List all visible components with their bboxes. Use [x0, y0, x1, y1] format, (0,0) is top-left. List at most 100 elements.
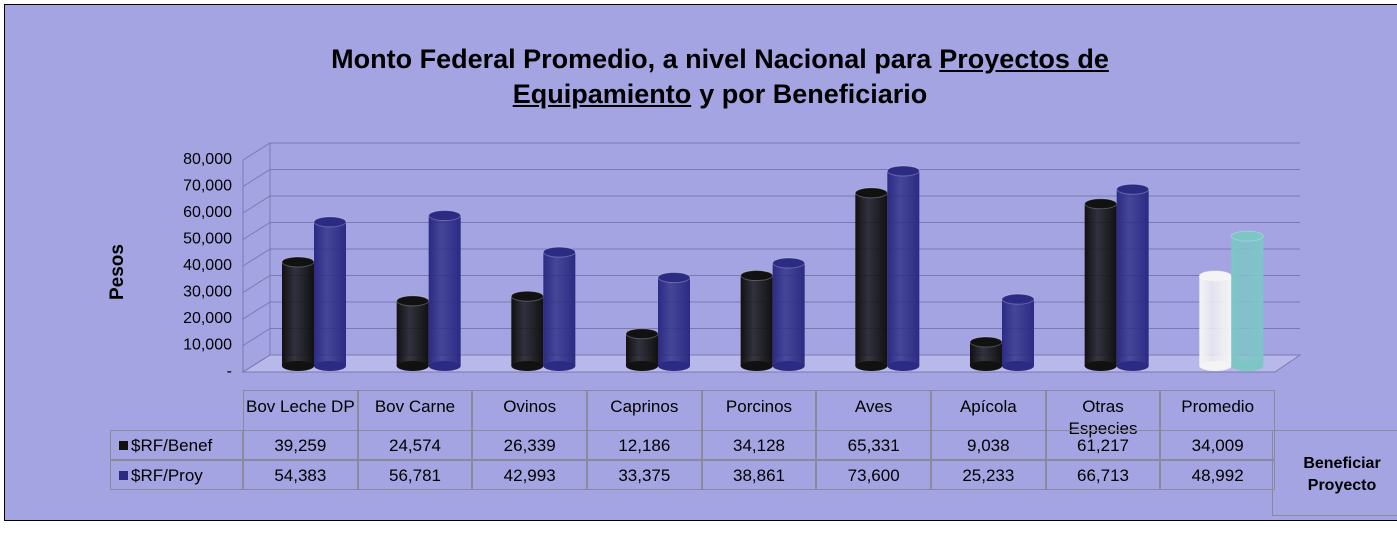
y-tick-label: 50,000: [183, 231, 232, 248]
value-label: 9,038: [931, 430, 1046, 460]
category-label: Bov Carne: [357, 390, 473, 430]
title-text: y por Beneficiario: [699, 79, 928, 109]
bar: [314, 221, 346, 366]
bar: [282, 261, 314, 366]
value-label: 66,713: [1045, 460, 1161, 490]
legend-entry: $RF/Proy: [110, 460, 243, 490]
legend-entry: $RF/Benef: [110, 430, 243, 460]
grid-line: [242, 275, 1300, 293]
y-tick-label: 70,000: [183, 178, 232, 195]
value-label: 39,259: [243, 430, 358, 460]
grid-line: [242, 301, 1300, 320]
y-tick-label: 60,000: [183, 204, 232, 221]
title-line: Equipamiento y por Beneficiario: [240, 77, 1200, 112]
value-label: 54,383: [243, 460, 358, 490]
bar-cap: [740, 270, 774, 282]
bar-cap: [854, 187, 888, 199]
bar: [1084, 203, 1117, 366]
bar-cap: [886, 165, 920, 177]
bar-cap: [281, 256, 315, 268]
bar-cap: [1230, 230, 1264, 242]
y-tick-label: 40,000: [183, 257, 232, 274]
legend-swatch: [119, 441, 128, 450]
side-text: Proyecto: [1307, 477, 1377, 494]
value-label: 25,233: [931, 460, 1046, 490]
bar-cap: [428, 210, 462, 222]
bar-cap: [1198, 270, 1232, 282]
grid-line: [242, 248, 1300, 267]
grid-line: [242, 222, 1300, 240]
y-axis-label: Pesos: [107, 244, 128, 300]
bar-cap: [657, 272, 691, 284]
y-tick-label: 30,000: [183, 284, 232, 301]
bar-cap: [510, 290, 544, 302]
value-label: 26,339: [472, 430, 587, 460]
category-label: Promedio: [1160, 390, 1275, 430]
bar-cap: [313, 216, 347, 228]
value-label: 24,574: [357, 430, 473, 460]
bar: [970, 342, 1002, 366]
category-label: Otras Especies: [1045, 390, 1161, 438]
bar-cap: [1001, 293, 1035, 305]
title-text: Equipamiento: [512, 79, 692, 109]
y-tick-label: 80,000: [183, 151, 232, 168]
value-label: 48,992: [1160, 460, 1275, 490]
y-tick-label: -: [227, 363, 232, 380]
bar: [511, 296, 544, 366]
grid-line: [242, 354, 1300, 373]
value-label: 34,009: [1160, 430, 1275, 460]
bar-cap: [396, 295, 430, 307]
bar: [772, 263, 805, 366]
legend-swatch: [119, 471, 128, 480]
category-label: Porcinos: [701, 390, 817, 430]
chart-title: Monto Federal Promedio, a nivel Nacional…: [240, 42, 1200, 112]
value-label: 38,861: [701, 460, 817, 490]
bar-cap: [1084, 198, 1118, 210]
title-text: Proyectos de: [939, 44, 1109, 74]
category-label: Bov Leche DP: [243, 390, 358, 430]
category-label: Caprinos: [587, 390, 702, 430]
chart-panel: [4, 4, 1397, 521]
bar: [887, 170, 920, 366]
value-label: 56,781: [357, 460, 473, 490]
bar: [658, 277, 690, 366]
value-label: 34,128: [701, 430, 817, 460]
bar: [626, 333, 658, 366]
bar: [428, 215, 461, 366]
side-text: Beneficiar: [1303, 455, 1381, 472]
grid-line: [242, 142, 1300, 161]
value-label: 12,186: [587, 430, 702, 460]
bar: [543, 252, 576, 366]
value-label: 61,217: [1045, 430, 1161, 460]
bar: [396, 300, 429, 366]
legend-label: $RF/Proy: [131, 466, 203, 485]
bar: [1002, 299, 1034, 366]
value-label: 33,375: [587, 460, 702, 490]
bar-cap: [772, 257, 806, 269]
bar-cap: [1116, 183, 1150, 195]
y-tick-label: 10,000: [183, 337, 232, 354]
bar-cap: [625, 328, 659, 340]
category-label: Apícola: [931, 390, 1046, 430]
grid-line: [242, 195, 1300, 214]
bar: [855, 192, 888, 366]
title-text: Monto Federal Promedio, a nivel Nacional…: [331, 44, 932, 74]
side-box: Beneficiar Proyecto: [1272, 430, 1397, 516]
category-label: Ovinos: [472, 390, 587, 430]
y-tick-label: 20,000: [183, 310, 232, 327]
title-line: Monto Federal Promedio, a nivel Nacional…: [240, 42, 1200, 77]
bar-cap: [542, 246, 576, 258]
bar-cap: [969, 336, 1003, 348]
bar: [740, 275, 773, 366]
bar: [1199, 275, 1232, 366]
category-label: Aves: [816, 390, 931, 430]
grid-line: [242, 169, 1300, 187]
value-label: 73,600: [816, 460, 931, 490]
value-label: 65,331: [816, 430, 931, 460]
grid-line: [242, 328, 1300, 346]
value-label: 42,993: [472, 460, 587, 490]
bar: [1116, 189, 1149, 366]
legend-label: $RF/Benef: [131, 436, 213, 455]
